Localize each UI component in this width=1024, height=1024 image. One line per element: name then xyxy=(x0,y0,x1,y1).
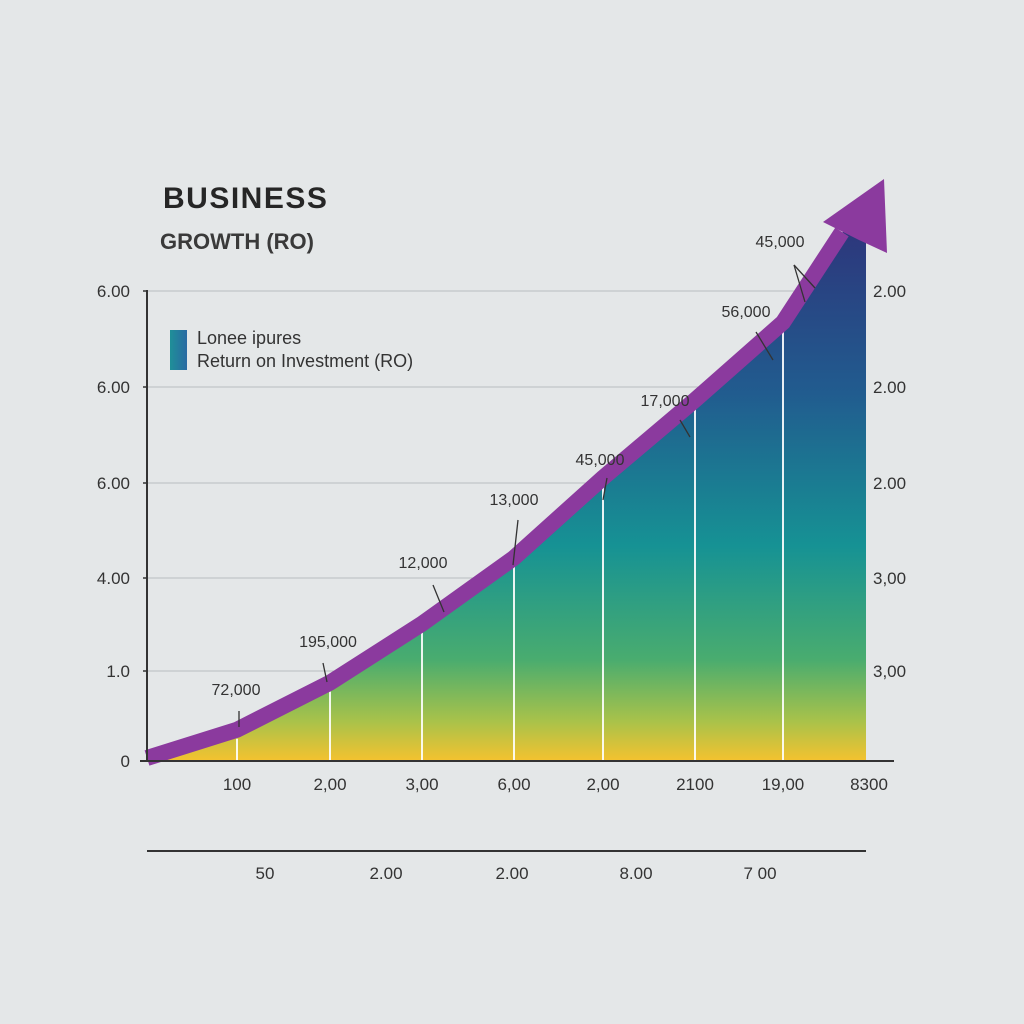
y-right-tick-label: 2.00 xyxy=(873,474,906,493)
x-tick-label: 3,00 xyxy=(405,775,438,794)
y-tick-label: 1.0 xyxy=(106,662,130,681)
area-fill xyxy=(147,195,866,762)
chart-subtitle: GROWTH (RO) xyxy=(160,229,314,254)
y-right-tick-label: 2.00 xyxy=(873,378,906,397)
legend-entry: Return on Investment (RO) xyxy=(197,351,414,371)
x-secondary-tick-label: 2.00 xyxy=(495,864,528,883)
leader-line xyxy=(755,331,774,361)
x-tick-label: 6,00 xyxy=(497,775,530,794)
legend-swatch xyxy=(170,330,187,370)
data-label: 12,000 xyxy=(399,555,448,572)
data-label: 72,000 xyxy=(212,682,261,699)
leader-line xyxy=(512,519,519,566)
y-tick-label: 6.00 xyxy=(97,474,130,493)
data-label: 195,000 xyxy=(299,634,357,651)
data-labels: 72,000 195,000 12,000 13,000 45,000 17,000 56,… xyxy=(212,234,816,727)
data-label: 45,000 xyxy=(576,452,625,469)
x-tick-label: 2100 xyxy=(676,775,714,794)
x-secondary-tick-label: 2.00 xyxy=(369,864,402,883)
x-tick-label: 2,00 xyxy=(313,775,346,794)
leader-line xyxy=(602,477,608,501)
y-tick-label: 6.00 xyxy=(97,378,130,397)
x-secondary-tick-label: 50 xyxy=(256,864,275,883)
tick-labels: 0 1.0 4.00 6.00 6.00 6.00 3,00 3,00 2.00 2.00 2.00… xyxy=(97,282,906,883)
x-secondary-tick-label: 8.00 xyxy=(619,864,652,883)
x-tick-label: 2,00 xyxy=(586,775,619,794)
x-tick-label: 19,00 xyxy=(762,775,805,794)
data-label: 56,000 xyxy=(722,304,771,321)
x-secondary-tick-label: 7 00 xyxy=(743,864,776,883)
leader-line xyxy=(793,264,806,303)
data-label: 17,000 xyxy=(641,393,690,410)
leader-line xyxy=(322,662,328,683)
y-right-tick-label: 3,00 xyxy=(873,569,906,588)
trend-arrowhead xyxy=(823,179,887,253)
legend-entry: Lonee ipures xyxy=(197,328,302,348)
x-tick-label: 100 xyxy=(223,775,251,794)
chart-title: BUSINESS xyxy=(163,182,329,215)
x-tick-label: 8300 xyxy=(850,775,888,794)
data-label: 13,000 xyxy=(490,492,539,509)
y-tick-label: 4.00 xyxy=(97,569,130,588)
data-label: 45,000 xyxy=(756,234,805,251)
axes xyxy=(140,290,894,852)
leader-line xyxy=(679,419,691,438)
leader-line xyxy=(432,584,445,613)
y-right-tick-label: 2.00 xyxy=(873,282,906,301)
area-layer xyxy=(144,179,887,766)
y-right-tick-label: 3,00 xyxy=(873,662,906,681)
y-tick-label: 0 xyxy=(121,752,130,771)
y-tick-label: 6.00 xyxy=(97,282,130,301)
leader-line xyxy=(793,264,816,289)
